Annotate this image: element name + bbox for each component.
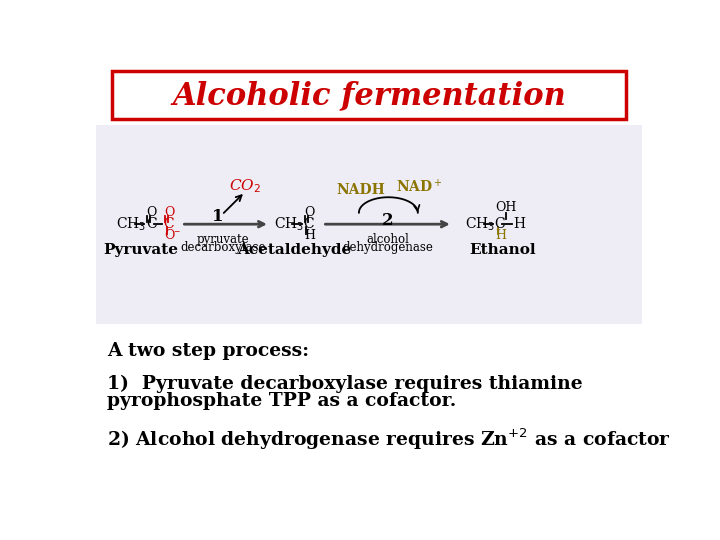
Text: C: C bbox=[303, 217, 314, 231]
Text: H: H bbox=[513, 217, 525, 231]
Text: pyruvate: pyruvate bbox=[197, 233, 250, 246]
Text: Alcoholic fermentation: Alcoholic fermentation bbox=[172, 80, 566, 111]
Text: dehydrogenase: dehydrogenase bbox=[342, 241, 433, 254]
Text: $^-$: $^-$ bbox=[172, 229, 181, 239]
Text: C: C bbox=[163, 217, 174, 231]
Text: O: O bbox=[304, 206, 314, 219]
Text: NADH: NADH bbox=[337, 183, 386, 197]
Text: alcohol: alcohol bbox=[366, 233, 409, 246]
Text: C: C bbox=[145, 217, 156, 231]
Text: 2) Alcohol dehydrogenase requires Zn$^{+2}$ as a cofactor: 2) Alcohol dehydrogenase requires Zn$^{+… bbox=[107, 427, 671, 452]
Text: CH$_3$: CH$_3$ bbox=[465, 215, 495, 233]
Bar bbox=[96, 125, 642, 323]
Text: 1)  Pyruvate decarboxylase requires thiamine: 1) Pyruvate decarboxylase requires thiam… bbox=[107, 374, 582, 393]
Text: NAD$^+$: NAD$^+$ bbox=[396, 178, 443, 195]
Text: 2: 2 bbox=[382, 212, 393, 229]
Text: A two step process:: A two step process: bbox=[107, 342, 309, 360]
Text: Ethanol: Ethanol bbox=[469, 242, 536, 256]
Text: O: O bbox=[147, 206, 157, 219]
Text: H: H bbox=[304, 230, 315, 242]
Text: C: C bbox=[495, 217, 505, 231]
Text: O: O bbox=[164, 230, 175, 242]
Text: decarboxylase: decarboxylase bbox=[181, 241, 266, 254]
Bar bbox=[112, 71, 626, 119]
Text: OH: OH bbox=[495, 201, 517, 214]
Text: CH$_3$: CH$_3$ bbox=[274, 215, 304, 233]
Text: O: O bbox=[164, 206, 175, 219]
Text: Acetaldehyde: Acetaldehyde bbox=[237, 242, 351, 256]
Text: CH$_3$: CH$_3$ bbox=[117, 215, 147, 233]
Text: Pyruvate: Pyruvate bbox=[103, 242, 178, 256]
Text: CO$_2$: CO$_2$ bbox=[229, 177, 261, 194]
Text: 1: 1 bbox=[212, 208, 224, 225]
Text: H: H bbox=[495, 230, 506, 242]
Text: pyrophosphate TPP as a cofactor.: pyrophosphate TPP as a cofactor. bbox=[107, 392, 456, 410]
